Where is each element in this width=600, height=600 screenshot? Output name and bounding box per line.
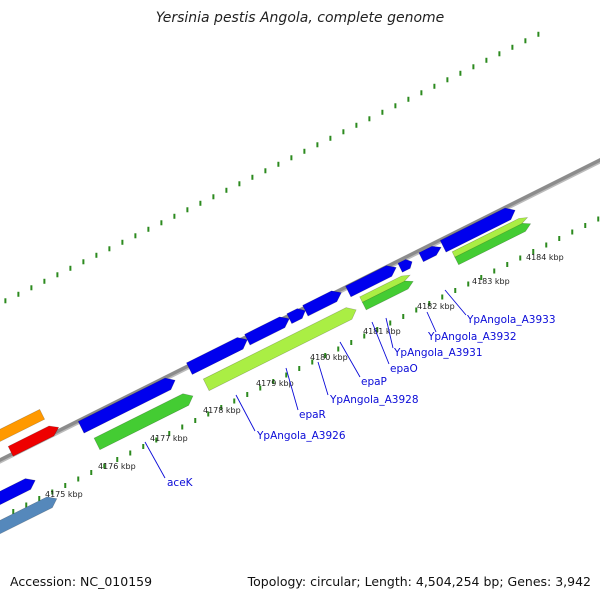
scale-tick-label: 4179 kbp <box>256 379 294 388</box>
gene-label-aceK: aceK <box>167 477 194 489</box>
gene-label-leader <box>371 321 390 365</box>
gene-feature <box>286 308 306 325</box>
scale-tick-label: 4176 kbp <box>98 462 136 471</box>
gene-label-leader <box>317 361 329 396</box>
gene-feature <box>0 496 58 540</box>
gene-feature <box>77 377 176 434</box>
inner-gc-band <box>12 216 600 515</box>
gene-feature <box>302 290 342 317</box>
gene-label-leader <box>385 317 394 349</box>
scale-tick-label: 4178 kbp <box>203 406 241 415</box>
gene-feature <box>418 245 442 263</box>
scale-tick-label: 4183 kbp <box>472 277 510 286</box>
gene-label-leader <box>144 441 166 479</box>
gene-label-A3928: YpAngola_A3928 <box>329 394 419 406</box>
gene-feature <box>7 425 60 457</box>
gene-label-A3931: YpAngola_A3931 <box>393 347 483 359</box>
gene-label-epaO: epaO <box>390 363 418 375</box>
gene-label-A3926: YpAngola_A3926 <box>256 430 346 442</box>
gene-feature <box>439 207 516 253</box>
gene-label-leader <box>426 311 437 333</box>
gene-label-A3933: YpAngola_A3933 <box>466 314 556 326</box>
kbp-scale: 4175 kbp 4176 kbp 4177 kbp 4178 kbp 4179 kbp… <box>45 253 564 499</box>
topology-text: Topology: circular; Length: 4,504,254 bp… <box>247 574 591 589</box>
gene-label-A3932: YpAngola_A3932 <box>427 331 517 343</box>
scale-tick-label: 4175 kbp <box>45 490 83 499</box>
gene-feature <box>451 217 529 258</box>
gene-feature <box>93 393 194 451</box>
gene-label-leader <box>285 367 299 411</box>
gene-feature <box>397 259 413 273</box>
gene-label-epaR: epaR <box>299 409 326 421</box>
scale-tick-label: 4184 kbp <box>526 253 564 262</box>
scale-tick-label: 4177 kbp <box>150 434 188 443</box>
gene-feature <box>202 307 357 392</box>
gene-feature <box>0 478 36 527</box>
gene-feature <box>186 337 248 375</box>
gene-feature <box>345 265 397 298</box>
scale-tick-label: 4182 kbp <box>417 302 455 311</box>
gene-label-leader <box>339 341 361 378</box>
gene-label-leader <box>444 289 467 316</box>
outer-gc-band <box>4 31 540 304</box>
scale-tick-label: 4180 kbp <box>310 353 348 362</box>
gene-label-leader <box>235 394 256 432</box>
map-title: Yersinia pestis Angola, complete genome <box>155 10 445 26</box>
gene-feature <box>359 274 411 303</box>
features-track <box>0 207 532 540</box>
gene-feature <box>244 316 290 346</box>
gene-feature <box>0 409 46 444</box>
gene-label-epaP: epaP <box>361 376 387 388</box>
scale-tick-label: 4181 kbp <box>363 327 401 336</box>
accession-text: Accession: NC_010159 <box>10 574 153 589</box>
